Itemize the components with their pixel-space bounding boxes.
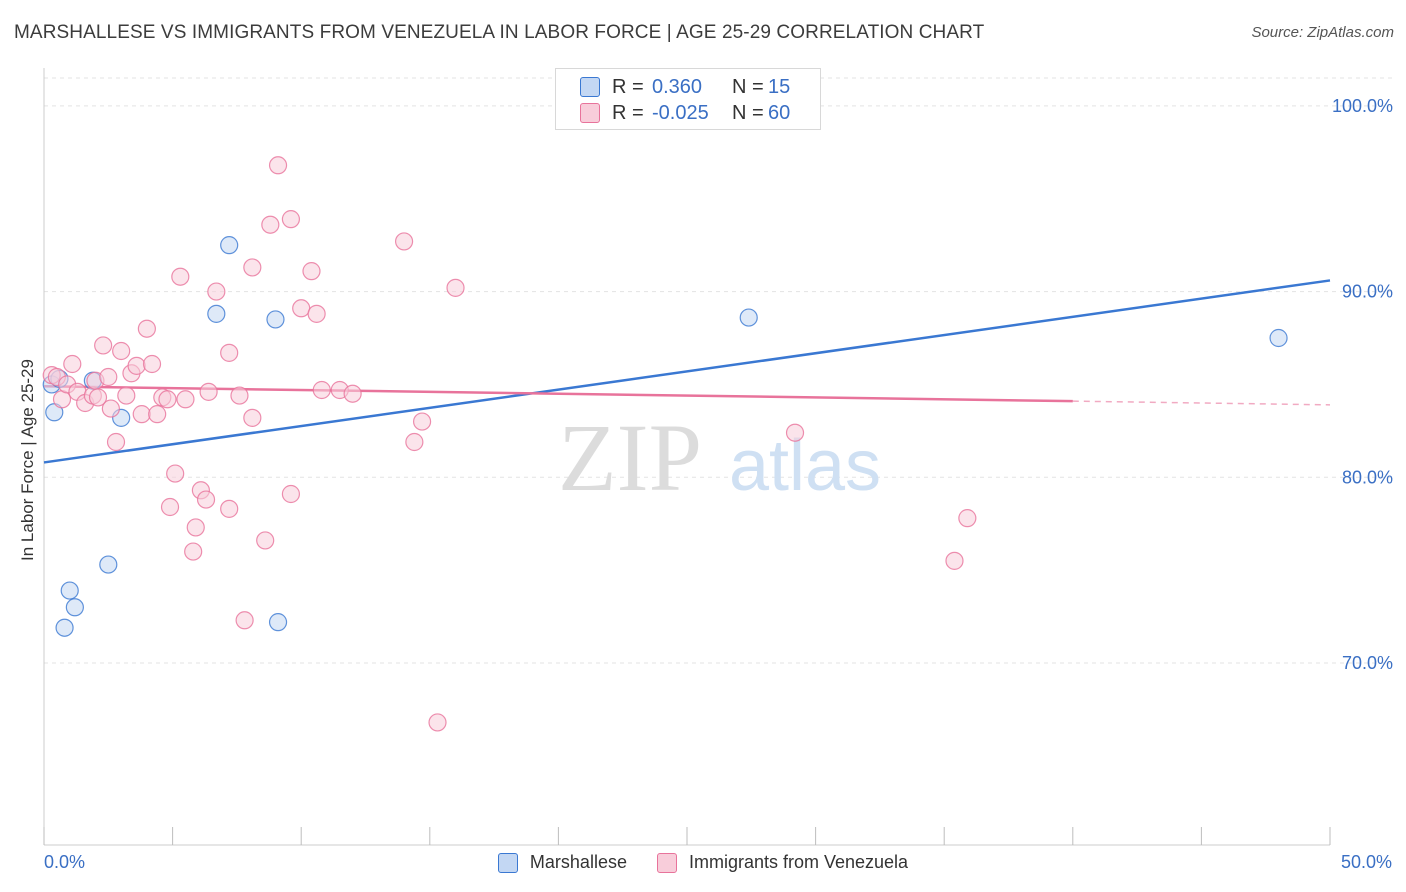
- data-point: [281, 484, 301, 504]
- stats-r-value: -0.025: [652, 101, 709, 124]
- legend: Marshallese Immigrants from Venezuela: [0, 852, 1406, 873]
- trend-line-extension: [1072, 400, 1331, 406]
- legend-item-marshallese[interactable]: Marshallese: [497, 852, 627, 873]
- gridlines: [44, 77, 1392, 664]
- data-point: [60, 581, 79, 600]
- data-point: [186, 518, 205, 537]
- data-point: [160, 497, 180, 517]
- data-point: [394, 232, 414, 251]
- trend-line: [43, 279, 1331, 464]
- watermark-atlas-text: atlas: [729, 426, 881, 506]
- y-tick-label: 70.0%: [1342, 653, 1393, 673]
- stats-n-label: N =: [732, 101, 764, 124]
- data-point: [63, 354, 82, 374]
- legend-label: Marshallese: [529, 852, 627, 872]
- legend-item-venezuela[interactable]: Immigrants from Venezuela: [656, 852, 909, 873]
- data-point: [88, 388, 108, 407]
- stats-swatch-pink: [580, 103, 600, 123]
- data-point: [171, 267, 190, 286]
- data-point: [184, 542, 203, 561]
- data-point: [106, 432, 126, 452]
- stats-n-label: N =: [732, 75, 764, 98]
- data-point: [256, 531, 275, 550]
- data-point: [199, 382, 218, 401]
- data-point: [945, 551, 964, 570]
- data-point: [230, 386, 249, 405]
- y-tick-label: 80.0%: [1342, 467, 1393, 487]
- data-point: [261, 215, 280, 234]
- data-point: [101, 399, 120, 418]
- data-point: [142, 354, 162, 374]
- data-point: [446, 278, 465, 297]
- axes: [43, 68, 1331, 846]
- data-point: [176, 390, 195, 409]
- y-axis-label: In Labor Force | Age 25-29: [18, 359, 37, 561]
- data-point: [739, 308, 758, 327]
- stats-n-value: 15: [768, 75, 791, 98]
- data-point: [99, 555, 118, 574]
- legend-swatch-blue: [497, 852, 518, 873]
- data-point: [302, 262, 321, 281]
- data-point: [428, 713, 447, 732]
- data-point: [405, 432, 424, 452]
- data-point: [312, 380, 331, 400]
- data-point: [220, 499, 239, 518]
- data-point: [65, 598, 84, 617]
- y-tick-labels: 70.0% 80.0% 90.0% 100.0%: [1332, 96, 1393, 673]
- data-point: [281, 210, 301, 229]
- x-tick-label-max: 50.0%: [1340, 852, 1392, 872]
- data-point: [1269, 328, 1288, 348]
- data-point: [958, 509, 977, 528]
- data-point: [243, 408, 262, 427]
- data-point: [158, 390, 177, 409]
- stats-row-marshallese: R = 0.360 N = 15: [580, 74, 790, 100]
- data-point: [207, 304, 226, 323]
- data-point: [220, 236, 239, 255]
- data-points: [42, 96, 1288, 732]
- data-point: [207, 282, 226, 301]
- x-tick-label-min: 0.0%: [44, 852, 86, 872]
- source-label: Source: ZipAtlas.com: [1251, 24, 1394, 41]
- y-tick-label: 90.0%: [1342, 282, 1393, 302]
- data-point: [292, 299, 311, 318]
- stats-r-label: R =: [612, 101, 644, 124]
- data-point: [307, 304, 326, 323]
- watermark-zip-text: ZIP: [558, 404, 702, 511]
- y-tick-label: 100.0%: [1332, 96, 1393, 116]
- stats-r-label: R =: [612, 75, 644, 98]
- stats-box: R = 0.360 N = 15 R = -0.025 N = 60: [555, 68, 821, 130]
- legend-label: Immigrants from Venezuela: [688, 852, 909, 872]
- legend-swatch-pink: [656, 852, 677, 873]
- data-point: [137, 319, 156, 338]
- data-point: [132, 405, 151, 424]
- data-point: [99, 367, 118, 387]
- data-point: [266, 310, 285, 329]
- data-point: [94, 336, 113, 355]
- data-point: [412, 412, 432, 431]
- stats-swatch-blue: [580, 77, 600, 97]
- data-point: [127, 356, 146, 375]
- watermark: ZIP atlas: [558, 404, 881, 511]
- data-point: [166, 464, 185, 483]
- data-point: [268, 613, 288, 632]
- data-point: [785, 423, 805, 442]
- data-point: [268, 156, 288, 175]
- chart-title: MARSHALLESE VS IMMIGRANTS FROM VENEZUELA…: [14, 22, 985, 43]
- data-point: [243, 258, 262, 277]
- data-point: [148, 405, 167, 424]
- stats-n-value: 60: [768, 101, 791, 124]
- data-point: [343, 384, 362, 403]
- data-point: [235, 611, 254, 630]
- data-point: [196, 490, 216, 509]
- data-point: [55, 618, 74, 637]
- data-point: [220, 343, 239, 362]
- stats-row-venezuela: R = -0.025 N = 60: [580, 100, 790, 126]
- data-point: [112, 341, 131, 361]
- stats-r-value: 0.360: [652, 75, 703, 98]
- data-point: [117, 386, 136, 405]
